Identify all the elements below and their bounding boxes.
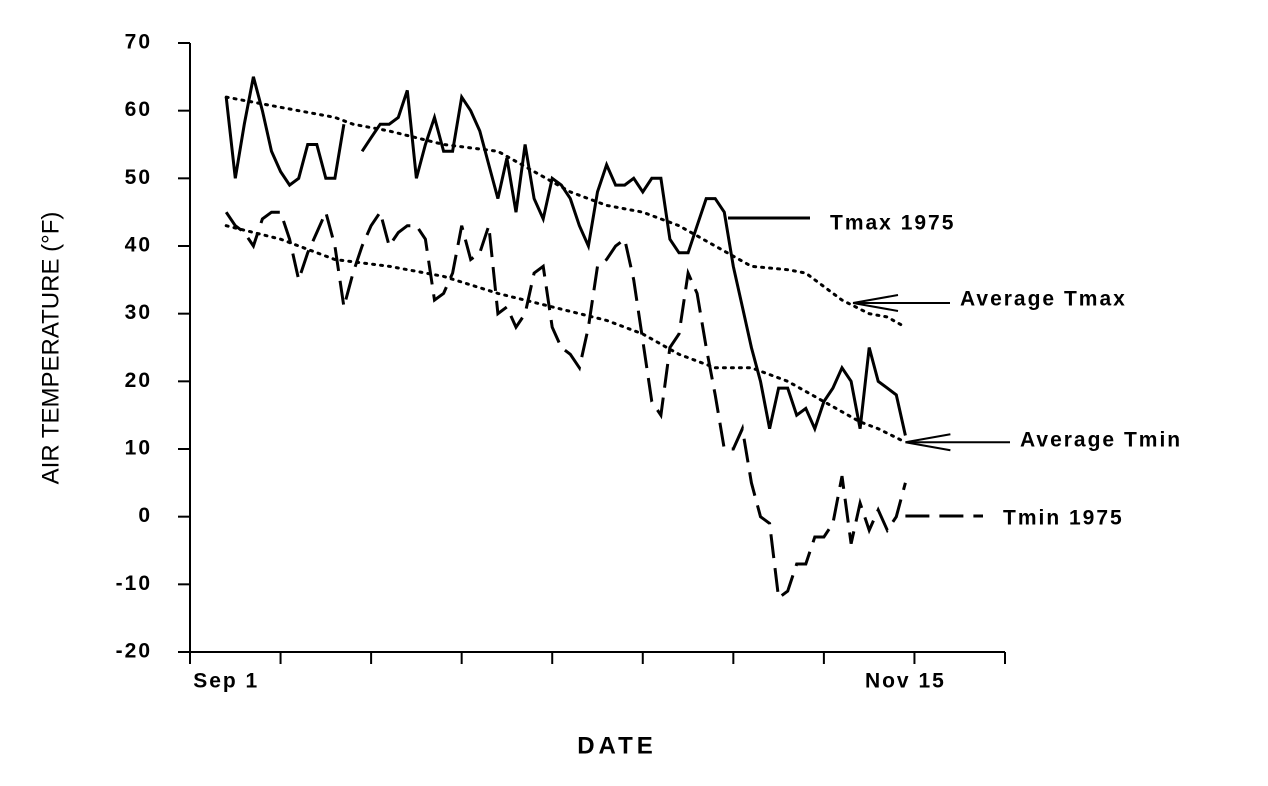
y-tick-label: -10: [116, 572, 152, 595]
y-tick-label: 50: [125, 166, 152, 189]
series-line: [224, 95, 907, 329]
x-tick-label: Sep 1: [193, 670, 259, 693]
series-line: [224, 76, 907, 436]
y-tick-label: 10: [125, 437, 152, 460]
arrow-head: [852, 294, 899, 312]
y-tick-label: 20: [125, 369, 152, 392]
y-tick-label: 70: [125, 31, 152, 54]
y-tick-label: -20: [116, 640, 152, 663]
y-tick-label: 60: [125, 98, 152, 121]
y-tick-label: 30: [125, 301, 152, 324]
y-axis-label: AIR TEMPERATURE (°F): [37, 212, 64, 485]
series-label: Tmin 1975: [1003, 507, 1124, 530]
y-tick-label: 0: [138, 504, 152, 527]
y-tick-label: 40: [125, 234, 152, 257]
series-label: Tmax 1975: [830, 212, 955, 235]
x-tick-label: Nov 15: [865, 670, 946, 693]
arrow-head: [905, 433, 951, 452]
x-axis-label: DATE: [577, 732, 657, 759]
series-label: Average Tmax: [960, 288, 1127, 311]
series-label: Average Tmin: [1020, 429, 1182, 452]
series-line: [224, 207, 907, 601]
